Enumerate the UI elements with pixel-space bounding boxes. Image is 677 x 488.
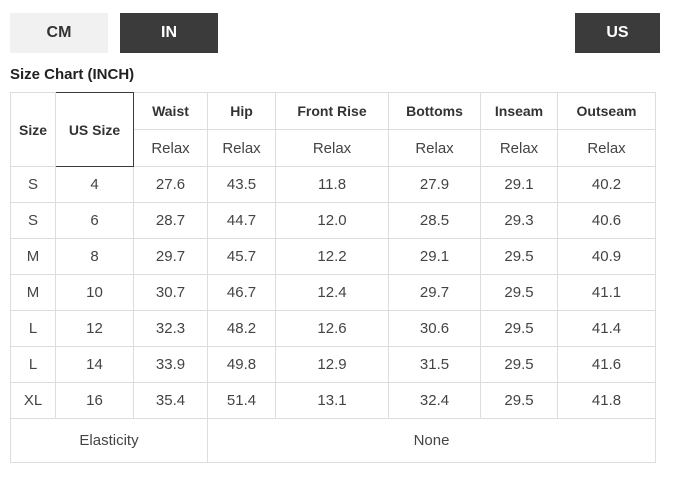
elasticity-value: None — [207, 418, 656, 463]
size-cell: L — [10, 346, 56, 383]
us-size-cell: 10 — [55, 274, 134, 311]
table-row: S 4 27.6 43.5 11.8 27.9 29.1 40.2 — [10, 166, 656, 203]
us-size-cell: 16 — [55, 382, 134, 419]
in-unit-button[interactable]: IN — [120, 13, 218, 53]
size-chart-table: Size US Size Waist Hip Front Rise Bottom… — [10, 92, 656, 463]
col-header-waist: Waist — [133, 92, 208, 130]
front-rise-cell: 11.8 — [275, 166, 389, 203]
hip-cell: 48.2 — [207, 310, 276, 347]
size-cell: S — [10, 202, 56, 239]
outseam-cell: 40.9 — [557, 238, 656, 275]
size-cell: XL — [10, 382, 56, 419]
fit-cell: Relax — [275, 129, 389, 167]
us-size-cell: 14 — [55, 346, 134, 383]
size-cell: M — [10, 238, 56, 275]
fit-cell: Relax — [207, 129, 276, 167]
fit-cell: Relax — [133, 129, 208, 167]
elasticity-label: Elasticity — [10, 418, 208, 463]
inseam-cell: 29.5 — [480, 310, 558, 347]
front-rise-cell: 12.0 — [275, 202, 389, 239]
outseam-cell: 41.8 — [557, 382, 656, 419]
hip-cell: 51.4 — [207, 382, 276, 419]
front-rise-cell: 12.9 — [275, 346, 389, 383]
hip-cell: 43.5 — [207, 166, 276, 203]
header-row-fit: Relax Relax Relax Relax Relax Relax — [11, 129, 656, 167]
size-cell: M — [10, 274, 56, 311]
outseam-cell: 40.2 — [557, 166, 656, 203]
col-header-hip: Hip — [207, 92, 276, 130]
waist-cell: 28.7 — [133, 202, 208, 239]
inseam-cell: 29.5 — [480, 382, 558, 419]
front-rise-cell: 12.2 — [275, 238, 389, 275]
bottoms-cell: 28.5 — [388, 202, 481, 239]
cm-unit-button[interactable]: CM — [10, 13, 108, 53]
col-header-us-size: US Size — [55, 92, 134, 167]
bottoms-cell: 29.7 — [388, 274, 481, 311]
outseam-cell: 41.1 — [557, 274, 656, 311]
outseam-cell: 40.6 — [557, 202, 656, 239]
bottoms-cell: 29.1 — [388, 238, 481, 275]
waist-cell: 35.4 — [133, 382, 208, 419]
hip-cell: 44.7 — [207, 202, 276, 239]
hip-cell: 49.8 — [207, 346, 276, 383]
waist-cell: 33.9 — [133, 346, 208, 383]
us-size-cell: 8 — [55, 238, 134, 275]
hip-cell: 45.7 — [207, 238, 276, 275]
fit-cell: Relax — [388, 129, 481, 167]
us-region-button[interactable]: US — [575, 13, 660, 53]
unit-toggle-bar: CM IN US — [0, 0, 677, 53]
size-cell: S — [10, 166, 56, 203]
inseam-cell: 29.3 — [480, 202, 558, 239]
outseam-cell: 41.4 — [557, 310, 656, 347]
table-row: L 12 32.3 48.2 12.6 30.6 29.5 41.4 — [10, 310, 656, 347]
inseam-cell: 29.5 — [480, 346, 558, 383]
waist-cell: 29.7 — [133, 238, 208, 275]
waist-cell: 32.3 — [133, 310, 208, 347]
us-size-cell: 4 — [55, 166, 134, 203]
table-row: S 6 28.7 44.7 12.0 28.5 29.3 40.6 — [10, 202, 656, 239]
front-rise-cell: 12.4 — [275, 274, 389, 311]
outseam-cell: 41.6 — [557, 346, 656, 383]
bottoms-cell: 31.5 — [388, 346, 481, 383]
bottoms-cell: 27.9 — [388, 166, 481, 203]
table-row: XL 16 35.4 51.4 13.1 32.4 29.5 41.8 — [10, 382, 656, 419]
front-rise-cell: 13.1 — [275, 382, 389, 419]
table-row: L 14 33.9 49.8 12.9 31.5 29.5 41.6 — [10, 346, 656, 383]
header-row-measures: Size US Size Waist Hip Front Rise Bottom… — [10, 92, 656, 167]
fit-cell: Relax — [480, 129, 558, 167]
elasticity-row: Elasticity None — [10, 418, 656, 463]
page-title: Size Chart (INCH) — [10, 66, 135, 83]
waist-cell: 27.6 — [133, 166, 208, 203]
inseam-cell: 29.5 — [480, 238, 558, 275]
bottoms-cell: 30.6 — [388, 310, 481, 347]
hip-cell: 46.7 — [207, 274, 276, 311]
us-size-cell: 12 — [55, 310, 134, 347]
table-row: M 10 30.7 46.7 12.4 29.7 29.5 41.1 — [10, 274, 656, 311]
col-header-inseam: Inseam — [480, 92, 558, 130]
col-header-front-rise: Front Rise — [275, 92, 389, 130]
col-header-bottoms: Bottoms — [388, 92, 481, 130]
front-rise-cell: 12.6 — [275, 310, 389, 347]
us-size-cell: 6 — [55, 202, 134, 239]
inseam-cell: 29.1 — [480, 166, 558, 203]
col-header-outseam: Outseam — [557, 92, 656, 130]
col-header-size: Size — [10, 92, 56, 167]
size-cell: L — [10, 310, 56, 347]
fit-cell: Relax — [557, 129, 656, 167]
table-row: M 8 29.7 45.7 12.2 29.1 29.5 40.9 — [10, 238, 656, 275]
inseam-cell: 29.5 — [480, 274, 558, 311]
bottoms-cell: 32.4 — [388, 382, 481, 419]
waist-cell: 30.7 — [133, 274, 208, 311]
